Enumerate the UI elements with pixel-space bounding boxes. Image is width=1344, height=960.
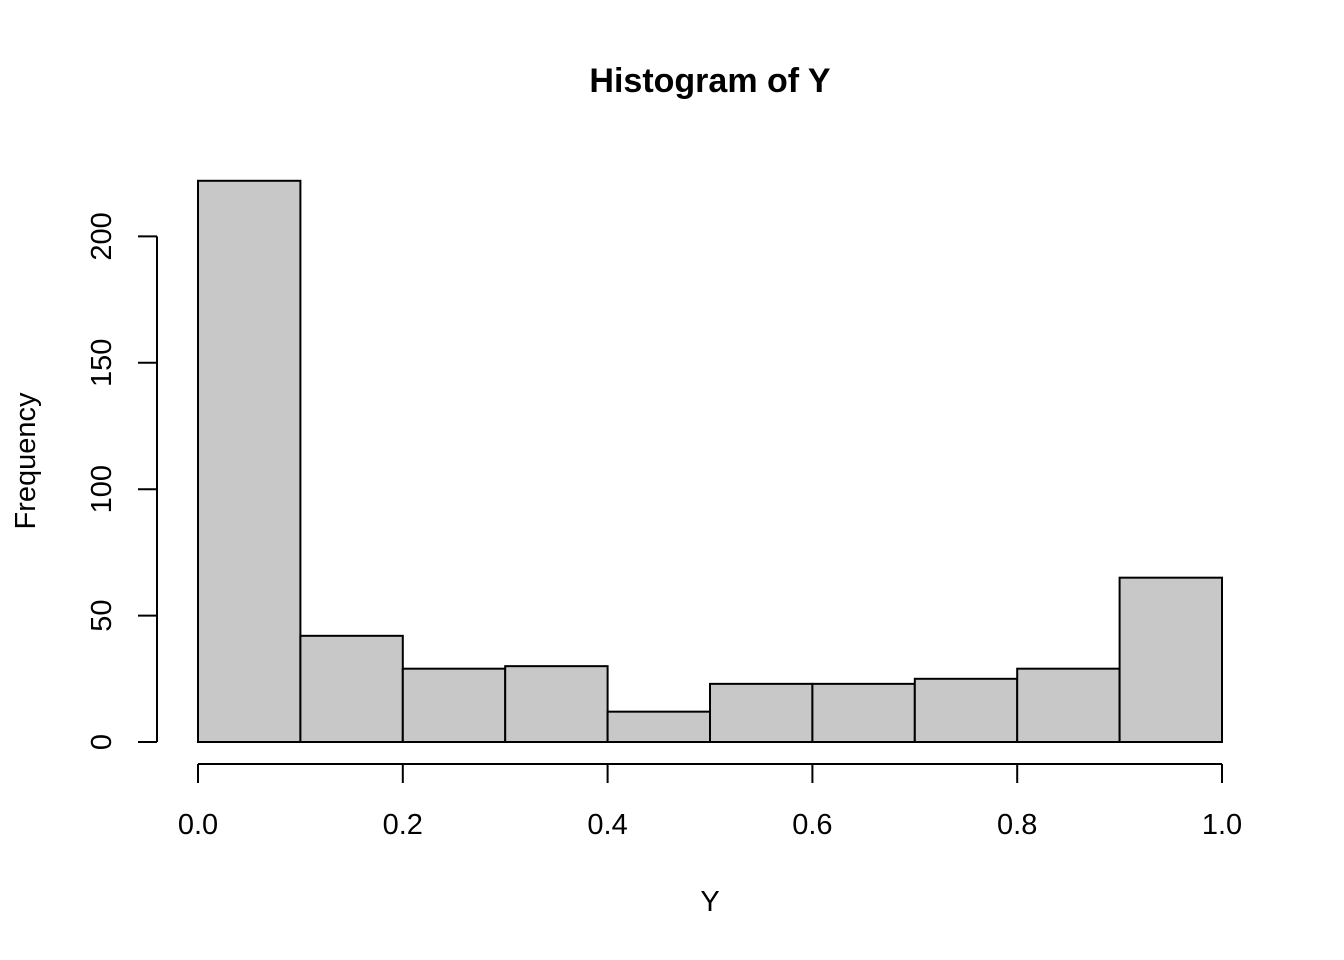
x-tick-label-5: 1.0 <box>1202 809 1242 841</box>
x-axis: 0.0 0.2 0.4 0.6 0.8 1.0 <box>178 763 1242 841</box>
x-tick-label-3: 0.6 <box>792 809 832 841</box>
y-tick-label-4: 200 <box>86 212 118 260</box>
histogram-bar-9 <box>1118 576 1223 743</box>
x-tick-label-2: 0.4 <box>587 809 627 841</box>
histogram-bar-6 <box>811 682 916 744</box>
histogram-bar-4 <box>606 710 711 744</box>
x-tick-label-1: 0.2 <box>383 809 423 841</box>
x-tick-label-4: 0.8 <box>997 809 1037 841</box>
y-tick-label-3: 150 <box>86 339 118 387</box>
x-tick-label-0: 0.0 <box>178 809 218 841</box>
y-axis-title: Frequency <box>10 392 42 530</box>
y-axis: 0 50 100 150 200 <box>86 212 158 750</box>
histogram-bar-5 <box>709 682 814 744</box>
y-tick-label-0: 0 <box>86 734 118 750</box>
histogram-bar-0 <box>197 179 302 743</box>
histogram-bar-2 <box>401 667 507 743</box>
histogram-bar-1 <box>299 634 404 743</box>
bars-group <box>197 179 1223 744</box>
histogram-bar-3 <box>504 665 609 743</box>
histogram-bar-8 <box>1016 667 1121 743</box>
chart-title: Histogram of Y <box>589 62 831 100</box>
y-tick-label-1: 50 <box>86 599 118 631</box>
x-axis-title: Y <box>700 886 719 918</box>
histogram-bar-7 <box>913 677 1019 743</box>
y-tick-label-2: 100 <box>86 465 118 513</box>
